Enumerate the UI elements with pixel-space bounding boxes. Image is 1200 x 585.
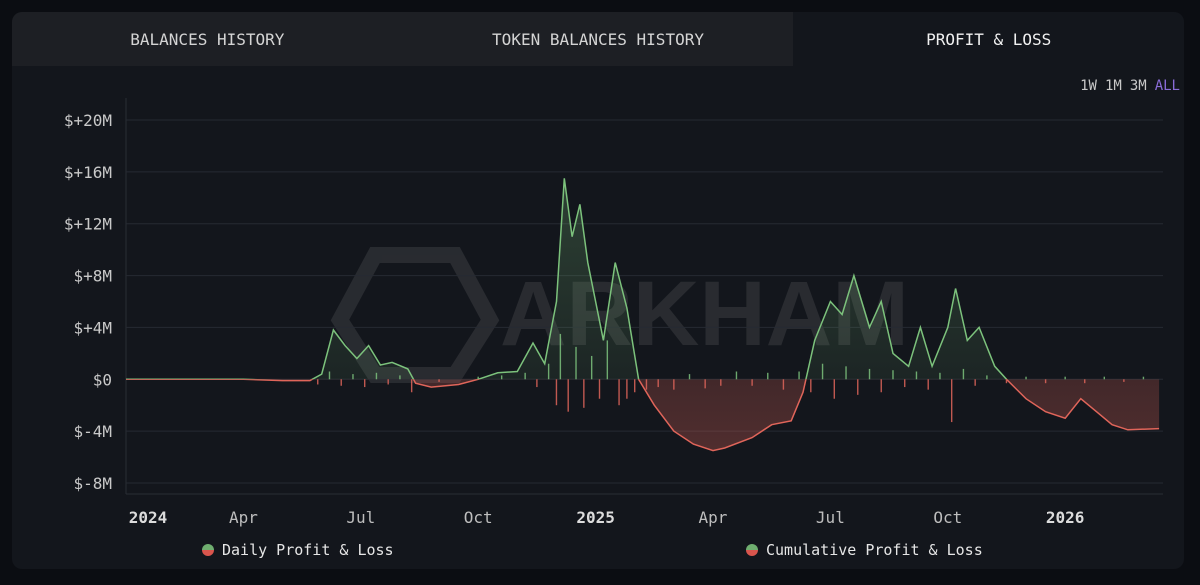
y-tick-label: $0 [93, 370, 112, 389]
cumulative-line-positive [126, 178, 1008, 380]
range-all[interactable]: ALL [1154, 78, 1180, 94]
daily-pnl-bar [1142, 376, 1145, 380]
daily-pnl-bar [626, 379, 628, 399]
y-tick-label: $+8M [73, 267, 112, 286]
daily-pnl-bar [555, 379, 558, 406]
legend-cumulative-dot-icon [746, 544, 758, 556]
cumulative-area-positive [312, 178, 1007, 380]
x-tick-label: Oct [933, 508, 962, 527]
pnl-panel: BALANCES HISTORY TOKEN BALANCES HISTORY … [12, 12, 1184, 569]
time-range-selector: 1W 1M 3M ALL [1080, 78, 1180, 94]
y-tick-label: $-8M [73, 474, 112, 493]
legend-daily[interactable]: Daily Profit & Loss [202, 541, 394, 559]
daily-pnl-bar [927, 379, 929, 390]
daily-pnl-bar [767, 372, 769, 380]
daily-pnl-bar [618, 379, 620, 406]
cumulative-area-negative [126, 379, 1160, 451]
daily-pnl-bar [364, 379, 366, 388]
daily-pnl-bar [950, 379, 953, 423]
daily-pnl-bar [1005, 379, 1008, 384]
x-tick-label: Oct [464, 508, 493, 527]
daily-pnl-bar [536, 379, 538, 388]
x-tick-label: Apr [229, 508, 258, 527]
daily-pnl-bar [583, 379, 585, 408]
x-tick-label: 2026 [1046, 508, 1085, 527]
daily-pnl-bar [880, 379, 882, 393]
y-tick-label: $+20M [64, 111, 112, 130]
daily-pnl-bar [567, 379, 569, 412]
daily-pnl-bar [735, 371, 738, 380]
x-tick-label: 2024 [129, 508, 168, 527]
tab-balances-history[interactable]: BALANCES HISTORY [12, 12, 403, 66]
x-tick-label: 2025 [576, 508, 615, 527]
y-tick-label: $-4M [73, 422, 112, 441]
daily-pnl-bar [634, 379, 636, 393]
daily-pnl-bar [598, 379, 601, 399]
daily-pnl-bar [857, 379, 859, 395]
daily-pnl-bar [317, 379, 319, 385]
cumulative-line-negative [126, 379, 1160, 452]
y-tick-label: $+12M [64, 215, 112, 234]
daily-pnl-bar [1025, 376, 1027, 380]
daily-pnl-bar [904, 379, 906, 388]
range-1m[interactable]: 1M [1104, 78, 1122, 94]
arkham-logo-icon [330, 247, 500, 383]
daily-pnl-bar [1103, 376, 1106, 380]
daily-pnl-bar [688, 374, 691, 380]
daily-pnl-bar [387, 379, 389, 385]
tab-bar: BALANCES HISTORY TOKEN BALANCES HISTORY … [12, 12, 1184, 66]
daily-pnl-bar [974, 379, 976, 386]
x-tick-label: Apr [699, 508, 728, 527]
daily-pnl-bar [477, 376, 479, 380]
y-tick-label: $+4M [73, 318, 112, 337]
daily-pnl-bar [340, 379, 342, 386]
range-3m[interactable]: 3M [1129, 78, 1147, 94]
legend-cumulative[interactable]: Cumulative Profit & Loss [746, 541, 983, 559]
legend-daily-dot-icon [202, 544, 214, 556]
range-1w[interactable]: 1W [1080, 78, 1097, 94]
legend-daily-label: Daily Profit & Loss [222, 541, 394, 559]
x-tick-label: Jul [816, 508, 845, 527]
daily-pnl-bar [798, 371, 800, 380]
daily-pnl-bar [410, 379, 413, 393]
tab-profit-loss[interactable]: PROFIT & LOSS [793, 12, 1184, 66]
legend-cumulative-label: Cumulative Profit & Loss [766, 541, 983, 559]
y-tick-label: $+16M [64, 163, 112, 182]
tab-token-balances-history[interactable]: TOKEN BALANCES HISTORY [402, 12, 794, 66]
daily-pnl-bar [810, 379, 812, 393]
daily-pnl-bar [1064, 376, 1066, 380]
daily-pnl-bar [833, 379, 835, 399]
x-tick-label: Jul [346, 508, 375, 527]
